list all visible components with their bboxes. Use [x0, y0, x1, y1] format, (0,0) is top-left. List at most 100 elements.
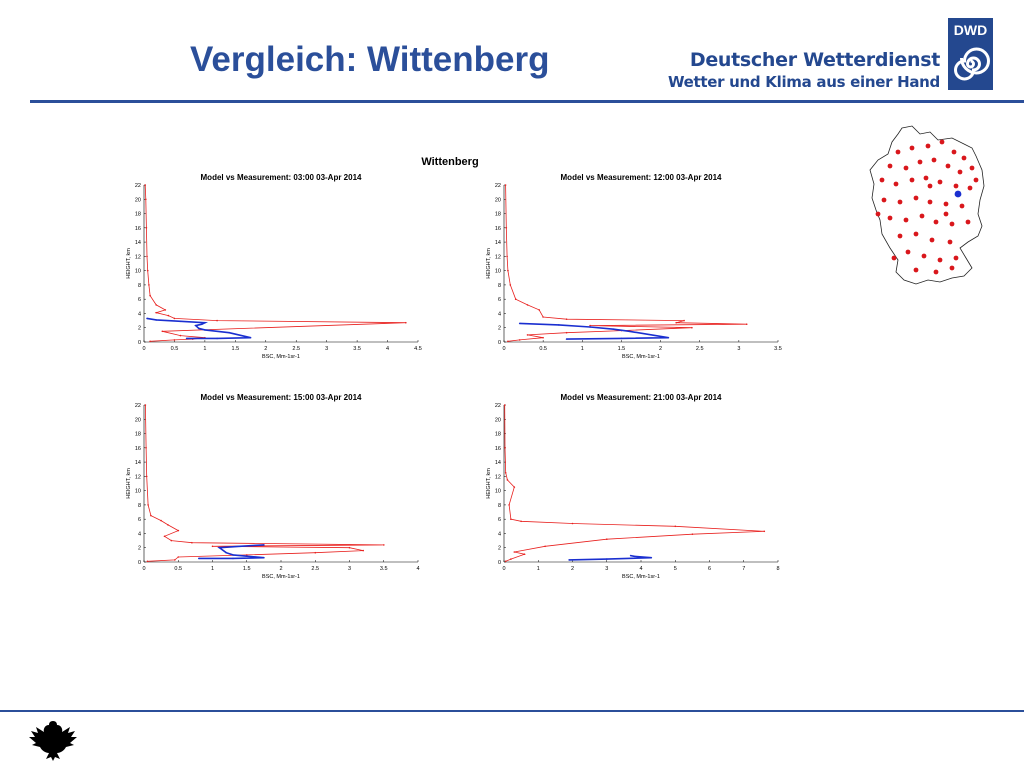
- station-dot: [927, 199, 933, 205]
- y-tick-label: 8: [498, 283, 501, 289]
- model-point: [506, 255, 508, 258]
- y-tick-label: 2: [138, 546, 141, 552]
- y-tick-label: 12: [495, 474, 501, 480]
- y-tick-label: 0: [138, 340, 141, 346]
- model-point: [606, 538, 608, 540]
- station-dot: [909, 177, 915, 183]
- measurement-point: [179, 320, 182, 323]
- model-point: [211, 545, 214, 548]
- model-point: [523, 553, 526, 555]
- model-point: [507, 269, 509, 272]
- measurement-point: [263, 544, 265, 546]
- model-point: [191, 541, 193, 544]
- model-point: [763, 530, 766, 533]
- station-dot: [895, 149, 901, 155]
- model-point: [526, 304, 529, 306]
- y-tick-label: 2: [498, 546, 501, 552]
- model-point: [145, 447, 147, 449]
- station-dot: [893, 181, 899, 187]
- chart-title: Model vs Measurement: 15:00 03-Apr 2014: [201, 393, 363, 402]
- model-point: [383, 544, 385, 546]
- model-point: [503, 404, 506, 406]
- model-series-line: [145, 404, 384, 562]
- model-point: [504, 184, 507, 186]
- model-point: [510, 518, 512, 520]
- y-tick-label: 22: [495, 403, 501, 409]
- station-dot: [943, 201, 949, 207]
- model-point: [565, 318, 568, 320]
- station-dot: [945, 163, 951, 169]
- x-tick-label: 1: [211, 566, 214, 572]
- station-dot: [897, 199, 903, 205]
- station-dot: [921, 253, 927, 259]
- brand-tagline: Wetter und Klima aus einer Hand: [667, 73, 940, 91]
- model-point: [565, 331, 568, 334]
- model-point: [506, 479, 509, 481]
- model-point: [155, 311, 157, 314]
- y-tick-label: 20: [495, 197, 501, 203]
- station-dot: [891, 255, 897, 261]
- y-tick-label: 14: [135, 240, 141, 246]
- station-map: [869, 125, 985, 285]
- measurement-point: [628, 330, 631, 333]
- station-dot: [887, 215, 893, 221]
- model-point: [405, 321, 407, 324]
- station-dot: [959, 203, 965, 209]
- chart-1500: Model vs Measurement: 15:00 03-Apr 2014 0…: [126, 393, 420, 580]
- y-tick-label: 18: [135, 432, 141, 438]
- x-tick-label: 4: [386, 346, 389, 352]
- y-tick-label: 4: [498, 531, 501, 537]
- x-tick-label: 5: [674, 566, 677, 572]
- y-axis-label: HEIGHT, km: [126, 248, 132, 279]
- x-tick-label: 8: [776, 566, 779, 572]
- measurement-point: [263, 556, 265, 559]
- y-tick-label: 14: [135, 460, 141, 466]
- y-axis-label: HEIGHT, km: [486, 248, 492, 279]
- x-axis-label: BSC, Mm-1sr-1: [622, 574, 660, 580]
- station-dot: [969, 165, 975, 171]
- x-tick-label: 2.5: [292, 346, 300, 352]
- model-point: [177, 556, 180, 558]
- y-tick-label: 10: [495, 269, 501, 275]
- station-dot: [973, 177, 979, 183]
- model-point: [160, 519, 162, 522]
- model-point: [518, 339, 521, 341]
- station-dot: [951, 149, 957, 155]
- station-dot: [967, 185, 973, 191]
- model-point: [148, 284, 150, 286]
- dwd-logo: DWD: [948, 18, 993, 90]
- germany-outline: [869, 125, 985, 285]
- y-tick-label: 22: [135, 403, 141, 409]
- measurement-series-line: [519, 322, 669, 340]
- model-point: [144, 404, 147, 406]
- model-point: [155, 304, 157, 306]
- measurement-point: [633, 555, 635, 558]
- logo-text: DWD: [954, 22, 987, 38]
- measurement-series-line: [198, 544, 264, 560]
- measurement-point: [249, 336, 252, 339]
- model-point: [504, 447, 506, 449]
- model-point: [691, 326, 693, 329]
- model-point: [589, 324, 591, 327]
- x-tick-label: 0.5: [174, 566, 182, 572]
- model-point: [508, 504, 510, 506]
- y-tick-label: 18: [135, 212, 141, 218]
- x-tick-label: 0.5: [539, 346, 547, 352]
- measurement-series-line: [569, 554, 652, 561]
- measurement-point: [198, 557, 200, 560]
- y-tick-label: 14: [495, 460, 501, 466]
- x-tick-label: 1.5: [243, 566, 251, 572]
- model-point: [514, 298, 517, 300]
- brand-name: Deutscher Wetterdienst: [689, 49, 940, 71]
- model-point: [146, 255, 148, 258]
- x-tick-label: 0: [502, 346, 505, 352]
- measurement-point: [518, 322, 521, 325]
- x-tick-label: 2.5: [311, 566, 319, 572]
- y-tick-label: 4: [138, 311, 141, 317]
- x-tick-label: 3: [605, 566, 608, 572]
- y-tick-label: 2: [498, 326, 501, 332]
- station-dot: [903, 217, 909, 223]
- x-tick-label: 3.5: [774, 346, 782, 352]
- model-point: [167, 314, 170, 317]
- chart-title: Model vs Measurement: 12:00 03-Apr 2014: [561, 173, 723, 182]
